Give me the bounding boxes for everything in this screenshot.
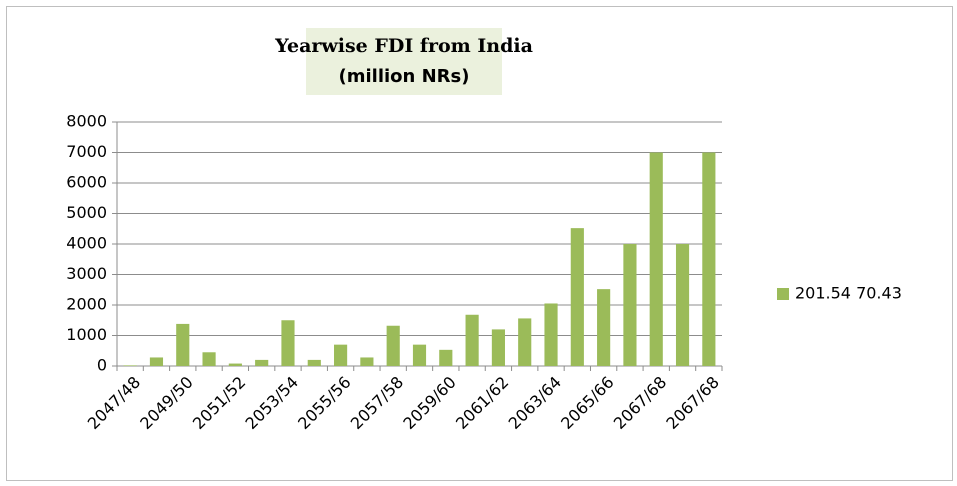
bar	[439, 349, 453, 366]
bar	[518, 318, 532, 366]
bar	[360, 357, 374, 366]
bar	[491, 329, 505, 366]
legend-swatch	[777, 288, 789, 300]
bar	[465, 314, 479, 366]
bar	[228, 363, 242, 366]
bar	[544, 303, 558, 366]
title-box	[306, 28, 502, 95]
bar	[202, 352, 216, 366]
chart-title: Yearwise FDI from India	[274, 35, 533, 57]
y-tick-label: 3000	[66, 264, 107, 283]
bar	[255, 359, 269, 366]
y-tick-label: 2000	[66, 295, 107, 314]
bar	[597, 289, 611, 366]
bar	[176, 323, 190, 366]
y-tick-label: 6000	[66, 173, 107, 192]
y-tick-label: 0	[97, 356, 107, 375]
chart-subtitle: (million NRs)	[339, 66, 470, 87]
y-tick-label: 5000	[66, 203, 107, 222]
legend-label: 201.54 70.43	[795, 284, 902, 303]
y-tick-label: 1000	[66, 325, 107, 344]
bar	[570, 228, 584, 366]
bar	[123, 365, 137, 366]
bar	[149, 357, 164, 366]
bar	[334, 344, 348, 366]
y-tick-label: 8000	[66, 112, 107, 131]
bar	[649, 152, 663, 366]
bar	[281, 320, 295, 366]
bar	[702, 152, 716, 366]
bar	[307, 359, 321, 366]
y-tick-label: 7000	[66, 142, 107, 161]
bar	[412, 344, 427, 366]
bar	[623, 244, 637, 366]
bar	[386, 325, 400, 366]
y-tick-label: 4000	[66, 234, 107, 253]
bar	[675, 244, 690, 366]
